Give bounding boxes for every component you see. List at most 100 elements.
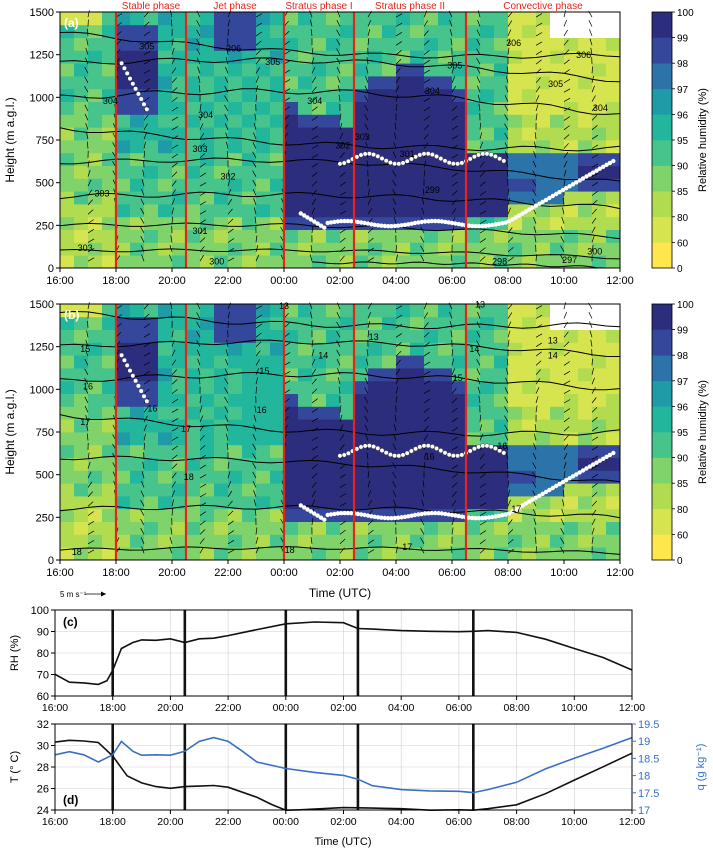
wind-barb [311,198,316,206]
humidity-cell [340,50,355,64]
wind-barb [143,41,151,46]
humidity-cell [396,534,411,548]
humidity-cell [172,165,187,179]
y-tick-label: 250 [36,512,54,524]
wind-barb [86,38,89,46]
cloud-base-dot [470,515,475,521]
wind-barb [199,547,204,554]
x-tick-label: 02:00 [330,702,356,714]
humidity-cell [102,432,117,446]
cloud-base-dot [537,201,542,206]
humidity-cell [116,406,131,420]
humidity-cell [60,37,75,51]
wind-barb [338,94,341,102]
cloud-base-dot [136,383,141,388]
humidity-cell [522,191,537,205]
cloud-top-dot [497,448,502,454]
humidity-cell [522,534,537,548]
wind-barb [141,179,145,187]
cloud-base-dot [389,516,394,521]
humidity-cell [284,229,299,243]
humidity-cell [102,508,117,522]
humidity-cell [354,24,369,38]
humidity-cell [228,521,243,535]
wind-barb [476,57,481,65]
wind-barb [451,446,459,451]
humidity-cell [368,24,383,38]
humidity-cell [536,316,551,330]
humidity-cell [466,419,481,433]
wind-barb [591,464,599,470]
wind-barb [535,13,543,18]
humidity-cell [452,114,467,128]
wind-barb [591,358,593,366]
humidity-cell [424,127,439,141]
humidity-cell [144,165,159,179]
y-tick-label: 1000 [30,92,54,104]
humidity-cell [88,432,103,446]
humidity-cell [480,316,495,330]
colorbar-tick-label: 90 [677,454,689,465]
wind-barb [563,417,570,423]
wind-barb [339,405,342,413]
humidity-cell [200,229,215,243]
wind-barb [196,39,201,46]
x-tick-label: 20:00 [158,275,186,287]
humidity-cell [256,368,271,382]
humidity-cell [550,444,565,458]
wind-barb [339,483,347,488]
humidity-cell [312,114,327,128]
humidity-cell [326,12,341,26]
humidity-cell [340,316,355,330]
cloud-base-dot [345,218,350,224]
humidity-cell [200,165,215,179]
humidity-cell [298,470,313,484]
wind-barb [336,57,341,65]
humidity-cell [102,178,117,192]
humidity-cell [144,496,159,510]
humidity-cell [270,127,285,141]
humidity-cell [312,304,327,318]
wind-barb [367,529,374,535]
humidity-cell [606,127,621,141]
colorbar-tick-label: 60 [677,238,689,249]
humidity-cell [298,50,313,64]
humidity-cell [298,88,313,102]
wind-barb [591,66,593,74]
wind-barb [476,359,481,366]
humidity-cell [312,534,327,548]
wind-barb [507,47,510,55]
humidity-cell [102,101,117,115]
humidity-cell [522,24,537,38]
cloud-base-dot [594,460,599,465]
wind-barb [423,59,430,65]
humidity-cell [242,380,257,394]
y-tick-right-label: 17.5 [638,788,659,800]
wind-barb [255,40,262,46]
humidity-cell [550,178,565,192]
humidity-cell [312,457,327,471]
humidity-cell [102,76,117,90]
wind-barb [505,368,509,375]
cloud-base-dot [587,464,592,469]
wind-barb [339,172,346,177]
humidity-cell [88,508,103,522]
humidity-cell [298,191,313,205]
humidity-cell [564,496,579,510]
wind-barb [309,254,313,262]
humidity-cell [578,12,593,26]
humidity-cell [242,88,257,102]
humidity-cell [536,547,551,561]
humidity-cell [172,547,187,561]
humidity-cell [298,178,313,192]
humidity-cell [298,521,313,535]
wind-barb [479,463,486,469]
wind-barb [87,452,90,460]
humidity-cell [326,432,341,446]
humidity-cell [480,406,495,420]
wind-barb [199,435,205,441]
wind-barb [199,444,206,451]
humidity-cell [382,165,397,179]
wind-barb [451,417,458,423]
wind-barb [563,311,568,319]
